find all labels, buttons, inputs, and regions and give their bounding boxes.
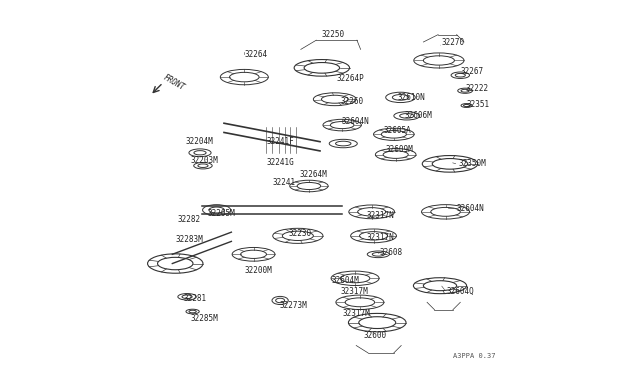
Text: 32204M: 32204M <box>185 137 213 146</box>
Text: 32264M: 32264M <box>300 170 328 179</box>
Text: 32264P: 32264P <box>337 74 364 83</box>
Text: 32317M: 32317M <box>342 309 370 318</box>
Text: 32205M: 32205M <box>207 209 235 218</box>
Text: 32273M: 32273M <box>280 301 307 311</box>
Text: 32267: 32267 <box>460 67 483 76</box>
Text: 32604N: 32604N <box>456 203 484 213</box>
Text: 32264: 32264 <box>244 51 268 60</box>
Text: 32610N: 32610N <box>397 93 426 102</box>
Text: 32317N: 32317N <box>366 211 394 220</box>
Text: 32317N: 32317N <box>366 233 394 242</box>
Text: 32317M: 32317M <box>340 287 368 296</box>
Text: 32605A: 32605A <box>384 126 412 135</box>
Text: 32285M: 32285M <box>190 314 218 323</box>
Text: 32351: 32351 <box>467 100 490 109</box>
Text: 32222: 32222 <box>466 84 489 93</box>
Text: 32203M: 32203M <box>190 155 218 165</box>
Text: 32270: 32270 <box>442 38 465 46</box>
Text: FRONT: FRONT <box>162 73 186 92</box>
Text: 32282: 32282 <box>178 215 201 224</box>
Text: 32260: 32260 <box>340 97 364 106</box>
Text: 32250: 32250 <box>322 30 345 39</box>
Text: 32600: 32600 <box>364 331 387 340</box>
Text: 32608: 32608 <box>379 248 402 257</box>
Text: 32281: 32281 <box>184 294 207 303</box>
Text: 32241: 32241 <box>272 178 295 187</box>
Text: 32604Q: 32604Q <box>446 287 474 296</box>
Text: 32283M: 32283M <box>175 235 203 244</box>
Text: 32350M: 32350M <box>458 159 486 169</box>
Text: 32230: 32230 <box>289 230 312 238</box>
Text: 32609M: 32609M <box>386 145 413 154</box>
Text: 32241F: 32241F <box>266 137 294 146</box>
Text: 32604M: 32604M <box>331 276 359 285</box>
Text: 32200M: 32200M <box>244 266 272 275</box>
Text: 32241G: 32241G <box>266 157 294 167</box>
Text: 32606M: 32606M <box>404 111 432 121</box>
Text: A3PPA 0.37: A3PPA 0.37 <box>453 353 495 359</box>
Text: 32604N: 32604N <box>341 117 369 126</box>
